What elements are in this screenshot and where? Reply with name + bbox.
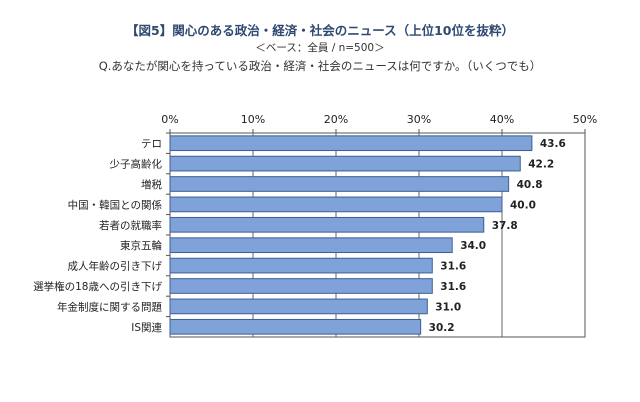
x-tick-label: 30%: [407, 113, 431, 126]
bar: [169, 237, 453, 254]
x-tick-label: 50%: [573, 113, 597, 126]
chart-question: Q.あなたが関心を持っている政治・経済・社会のニュースは何ですか。（いくつでも）: [98, 59, 542, 73]
bar: [169, 155, 521, 172]
value-label: 31.0: [435, 301, 461, 313]
bar: [169, 318, 422, 335]
category-label: 東京五輪: [120, 239, 162, 252]
value-label: 30.2: [429, 322, 455, 334]
x-tick-label: 40%: [490, 113, 514, 126]
category-label: 選挙権の18歳への引き下げ: [33, 280, 162, 293]
bar: [169, 176, 510, 192]
value-label: 40.8: [517, 179, 543, 191]
category-label: テロ: [141, 138, 162, 150]
bar: [169, 298, 428, 315]
x-tick-label: 0%: [161, 113, 178, 126]
value-label: 37.8: [492, 220, 518, 232]
value-label: 43.6: [540, 138, 566, 150]
bar: [169, 257, 433, 274]
category-label: 若者の就職率: [99, 219, 162, 232]
x-tick-label: 20%: [324, 113, 348, 126]
bar: [169, 216, 485, 233]
bar: [169, 196, 503, 213]
value-label: 42.2: [528, 159, 554, 171]
bar: [169, 135, 533, 152]
value-label: 34.0: [460, 240, 486, 252]
value-label: 31.6: [440, 281, 466, 293]
bar: [169, 278, 433, 294]
value-label: 31.6: [440, 261, 466, 273]
category-label: 増税: [141, 178, 162, 191]
chart-subtitle: ＜ベース：全員 / n=500＞: [255, 42, 385, 54]
chart-title: 【図5】関心のある政治・経済・社会のニュース（上位10位を抜粋）: [126, 23, 514, 38]
category-label: 年金制度に関する問題: [57, 300, 162, 313]
category-label: 成人年齢の引き下げ: [68, 260, 163, 273]
x-tick-label: 10%: [241, 113, 265, 126]
category-label: 中国・韓国との関係: [68, 198, 162, 211]
category-label: IS関連: [131, 321, 162, 334]
value-label: 40.0: [510, 199, 536, 211]
category-label: 少子高齢化: [110, 158, 163, 171]
